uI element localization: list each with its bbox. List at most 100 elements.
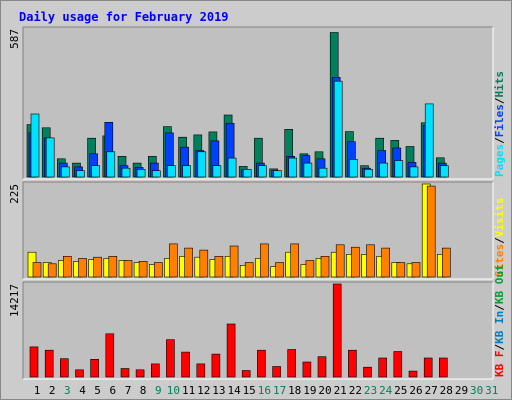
bar-sites-day-27 — [426, 185, 436, 278]
x-tick-label-11: 11 — [182, 384, 195, 397]
bar-sites-day-20 — [320, 256, 330, 278]
bar-kb-f-day-14 — [226, 323, 236, 378]
bar-pages-day-4 — [76, 170, 85, 178]
legend-item: KB F — [493, 351, 506, 378]
x-tick-label-1: 1 — [34, 384, 41, 397]
x-tick-label-2: 2 — [49, 384, 56, 397]
legend-item: Hits — [493, 71, 506, 98]
bar-pages-day-12 — [197, 151, 207, 178]
x-tick-label-10: 10 — [167, 384, 180, 397]
x-tick-label-18: 18 — [288, 384, 301, 397]
legend-middle: Sites/Visits — [493, 198, 506, 278]
bar-pages-day-22 — [349, 159, 358, 178]
bar-pages-day-3 — [60, 166, 70, 178]
x-tick-label-7: 7 — [125, 384, 132, 397]
bar-kb-f-day-27 — [423, 357, 433, 378]
x-tick-label-16: 16 — [258, 384, 271, 397]
bar-kb-f-day-23 — [363, 366, 372, 378]
bar-kb-f-day-18 — [287, 349, 297, 378]
legend-item: Pages — [493, 144, 506, 177]
bar-kb-f-day-16 — [257, 349, 266, 378]
bar-kb-f-day-8 — [135, 369, 145, 378]
bar-pages-day-27 — [424, 103, 434, 178]
bar-sites-day-6 — [108, 256, 118, 278]
bar-kb-f-day-2 — [44, 349, 54, 378]
x-tick-label-27: 27 — [425, 384, 438, 397]
legend-item: Files — [493, 104, 506, 137]
bar-kb-f-day-22 — [348, 349, 357, 378]
bar-kb-f-day-24 — [378, 357, 388, 378]
bar-kb-f-day-1 — [29, 346, 39, 378]
bar-sites-day-28 — [441, 247, 451, 278]
x-tick-label-4: 4 — [79, 384, 86, 397]
bar-pages-day-23 — [364, 169, 373, 178]
bar-kb-f-day-5 — [90, 358, 99, 378]
bar-pages-day-28 — [439, 165, 449, 178]
bar-sites-day-15 — [244, 262, 254, 278]
legend-item: / — [493, 344, 506, 351]
x-tick-label-12: 12 — [197, 384, 210, 397]
x-tick-label-24: 24 — [379, 384, 393, 397]
bar-sites-day-23 — [366, 244, 375, 278]
legend-item: / — [493, 304, 506, 311]
bar-sites-day-16 — [260, 243, 269, 278]
legend-item: Visits — [493, 198, 506, 238]
x-tick-label-23: 23 — [364, 384, 377, 397]
legend-item: / — [493, 237, 506, 244]
legend-top: Pages/Files/Hits — [493, 71, 506, 177]
bar-kb-f-day-21 — [332, 283, 342, 378]
x-tick-label-14: 14 — [227, 384, 241, 397]
bar-kb-f-day-7 — [120, 368, 130, 378]
bar-kb-f-day-28 — [438, 357, 448, 378]
x-tick-label-25: 25 — [394, 384, 407, 397]
bar-pages-day-2 — [45, 137, 55, 178]
bar-pages-day-16 — [258, 165, 267, 178]
bar-sites-day-8 — [138, 260, 148, 278]
bar-kb-f-day-11 — [181, 351, 190, 378]
bar-sites-day-19 — [305, 260, 315, 278]
bar-pages-day-20 — [318, 167, 328, 178]
bar-sites-day-14 — [229, 245, 239, 278]
x-tick-label-6: 6 — [109, 384, 116, 397]
bar-pages-day-18 — [288, 157, 298, 178]
x-tick-label-20: 20 — [318, 384, 331, 397]
bar-sites-day-1 — [32, 262, 42, 278]
legend-item: KB Out — [493, 264, 506, 304]
bar-kb-f-day-13 — [211, 353, 221, 378]
bar-pages-day-5 — [91, 165, 100, 178]
bar-pages-day-26 — [409, 166, 419, 178]
x-tick-label-30: 30 — [470, 384, 483, 397]
x-tick-label-22: 22 — [349, 384, 362, 397]
bar-sites-day-10 — [169, 243, 178, 278]
legend-bottom: KB F/KB In/KB Out — [493, 264, 506, 377]
x-tick-label-9: 9 — [155, 384, 162, 397]
chart-title: Daily usage for February 2019 — [19, 10, 229, 24]
x-tick-label-15: 15 — [243, 384, 256, 397]
bar-sites-day-2 — [47, 263, 57, 278]
x-tick-label-29: 29 — [455, 384, 468, 397]
x-tick-label-19: 19 — [303, 384, 316, 397]
bar-sites-day-25 — [396, 262, 406, 278]
y-max-label: 14217 — [8, 284, 21, 317]
bar-pages-day-25 — [394, 160, 404, 178]
bar-sites-day-13 — [214, 256, 224, 278]
x-tick-label-31: 31 — [485, 384, 498, 397]
bar-pages-day-9 — [152, 170, 161, 178]
bar-sites-day-24 — [381, 247, 391, 278]
bar-sites-day-22 — [351, 246, 360, 278]
bar-pages-day-19 — [303, 162, 313, 178]
bar-kb-f-day-9 — [151, 363, 160, 378]
legend-item: / — [493, 97, 506, 104]
x-tick-label-28: 28 — [440, 384, 453, 397]
bar-pages-day-21 — [333, 80, 343, 178]
bar-sites-day-18 — [290, 243, 300, 278]
bar-sites-day-11 — [184, 247, 193, 278]
x-tick-label-8: 8 — [140, 384, 147, 397]
bar-sites-day-21 — [335, 244, 345, 278]
x-tick-label-26: 26 — [409, 384, 422, 397]
bar-kb-f-day-3 — [59, 358, 69, 378]
bar-pages-day-24 — [379, 162, 389, 178]
bar-kb-f-day-15 — [241, 370, 251, 378]
